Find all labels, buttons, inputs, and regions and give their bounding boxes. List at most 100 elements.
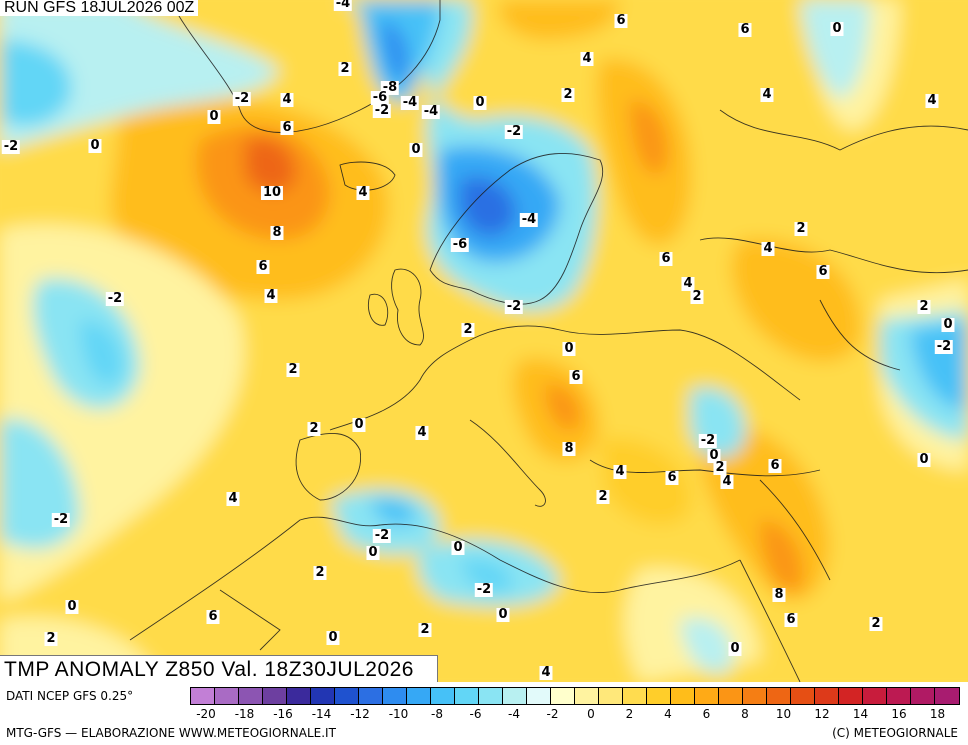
colorbar-swatch — [671, 688, 695, 704]
contour-label: 6 — [665, 470, 679, 485]
contour-label: 4 — [925, 93, 939, 108]
contour-label: 0 — [728, 641, 742, 656]
contour-label: 2 — [286, 362, 300, 377]
colorbar-swatch — [191, 688, 215, 704]
contour-label: 2 — [561, 87, 575, 102]
colorbar-tick-label: -20 — [196, 707, 216, 721]
footer: DATI NCEP GFS 0.25° -20 -18 -16 -14 -12 -10 -8… — [0, 682, 968, 745]
contour-label: 4 — [613, 464, 627, 479]
credit-right: (C) METEOGIORNALE — [832, 726, 958, 740]
contour-label: -2 — [504, 299, 524, 314]
contour-label: -6 — [450, 237, 470, 252]
colorbar-tick-label: -10 — [388, 707, 409, 721]
colorbar-tick-label: 12 — [814, 707, 830, 721]
contour-label: 4 — [761, 241, 775, 256]
colorbar-tick-label: 8 — [741, 707, 749, 721]
contour-label: 8 — [772, 587, 786, 602]
contour-label: -2 — [934, 339, 954, 354]
colorbar-swatch — [455, 688, 479, 704]
colorbar-swatch — [551, 688, 575, 704]
colorbar-tick-label: -2 — [546, 707, 559, 721]
contour-label: 6 — [256, 259, 270, 274]
contour-label: 4 — [760, 87, 774, 102]
contour-label: 6 — [768, 458, 782, 473]
contour-label: 2 — [713, 460, 727, 475]
contour-label: -4 — [421, 104, 441, 119]
contour-label: 0 — [65, 599, 79, 614]
contour-label: 4 — [280, 92, 294, 107]
contour-label: 2 — [461, 322, 475, 337]
colorbar-tick-label: -16 — [273, 707, 293, 721]
colorbar-swatch — [479, 688, 503, 704]
colorbar-swatch — [239, 688, 263, 704]
contour-label: 2 — [44, 631, 58, 646]
contour-label: -2 — [51, 512, 71, 527]
contour-label: 0 — [88, 138, 102, 153]
contour-label: 10 — [260, 185, 284, 200]
colorbar-tick-label: -12 — [350, 707, 370, 721]
colorbar-tick-label: 18 — [929, 707, 946, 721]
colorbar-ticks: -20 -18 -16 -14 -12 -10 -8 -6 -4 -2 0 2 4 6 8 10 12 14 16 1… — [190, 707, 968, 722]
contour-label: 2 — [869, 616, 883, 631]
contour-label: -2 — [232, 91, 252, 106]
contour-label: 2 — [313, 565, 327, 580]
contour-label: 0 — [409, 142, 423, 157]
contour-label: 4 — [264, 288, 278, 303]
colorbar-tick-label: -6 — [469, 707, 482, 721]
run-label: RUN GFS 18JUL2026 00Z — [0, 0, 199, 16]
anomaly-map: RUN GFS 18JUL2026 00Z -4 6 6 0 -8 -6 2 4 -2 4 -4 -2… — [0, 0, 968, 682]
contour-label: 4 — [720, 474, 734, 489]
contour-label: 6 — [816, 264, 830, 279]
credit-left: MTG-GFS — ELABORAZIONE WWW.METEOGIORNALE… — [6, 726, 336, 740]
contour-label: -2 — [105, 291, 125, 306]
colorbar-swatch — [311, 688, 335, 704]
contour-label: -4 — [333, 0, 353, 11]
colorbar-swatch — [575, 688, 599, 704]
contour-label: 8 — [270, 225, 284, 240]
colorbar-swatch — [935, 688, 959, 704]
colorbar-swatch — [791, 688, 815, 704]
colorbar-tick-label: 6 — [702, 707, 711, 721]
contour-label: 6 — [659, 251, 673, 266]
colorbar-tick-label: 16 — [891, 707, 907, 721]
contour-label: 0 — [830, 21, 844, 36]
contour-label: 6 — [280, 120, 294, 135]
contour-label: 0 — [207, 109, 221, 124]
contour-label: -2 — [372, 528, 392, 543]
contour-label: 0 — [917, 452, 931, 467]
contour-label: 2 — [794, 221, 808, 236]
colorbar-swatch — [287, 688, 311, 704]
contour-label: 4 — [356, 185, 370, 200]
colorbar-swatch — [503, 688, 527, 704]
colorbar-tick-label: -14 — [311, 707, 332, 721]
data-source-label: DATI NCEP GFS 0.25° — [6, 689, 134, 703]
colorbar-swatch — [359, 688, 383, 704]
colorbar-swatch — [407, 688, 431, 704]
colorbar-swatch — [263, 688, 287, 704]
contour-label: 2 — [338, 61, 352, 76]
contour-label: -2 — [1, 139, 21, 154]
colorbar-swatch — [431, 688, 455, 704]
colorbar-swatch — [623, 688, 647, 704]
contour-label: 0 — [562, 341, 576, 356]
contour-label: -4 — [519, 212, 539, 227]
contour-label: -2 — [474, 582, 494, 597]
contour-label: 6 — [206, 609, 220, 624]
colorbar-tick-label: -8 — [431, 707, 443, 721]
contour-label: 4 — [415, 425, 429, 440]
contour-label: 0 — [941, 317, 955, 332]
contour-label: 6 — [784, 612, 798, 627]
colorbar-tick-label: -4 — [508, 707, 520, 721]
contour-label: 4 — [226, 491, 240, 506]
contour-label: 0 — [707, 448, 721, 463]
colorbar-swatch — [887, 688, 911, 704]
contour-label: -6 — [370, 90, 390, 105]
contour-label: 4 — [580, 51, 594, 66]
colorbar-tick-label: 4 — [664, 707, 672, 721]
contour-label: 4 — [539, 665, 553, 680]
contour-label: 2 — [307, 421, 321, 436]
contour-label: 4 — [681, 276, 695, 291]
colorbar-tick-label: 10 — [775, 707, 792, 721]
colorbar-swatch — [911, 688, 935, 704]
colorbar-swatch — [863, 688, 887, 704]
